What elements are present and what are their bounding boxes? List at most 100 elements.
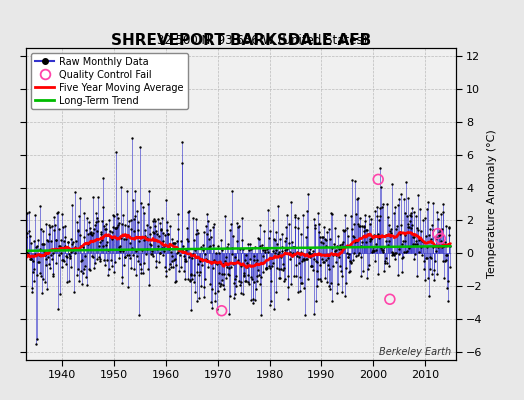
Point [149, 253, 158, 259]
Point [27, 240, 36, 246]
Point [62, 253, 71, 259]
Point [275, 274, 283, 281]
Point [228, 188, 237, 194]
Point [163, 227, 171, 233]
Point [141, 251, 150, 257]
Point [42, 221, 51, 227]
Point [124, 284, 132, 290]
Point [106, 257, 115, 264]
Point [421, 214, 429, 221]
Point [286, 256, 294, 263]
Point [299, 285, 308, 291]
Point [289, 250, 298, 256]
Point [165, 246, 173, 252]
Point [409, 234, 417, 240]
Point [304, 276, 312, 282]
Point [132, 248, 140, 254]
Point [25, 209, 33, 215]
Point [213, 306, 221, 312]
Point [78, 257, 86, 263]
Point [269, 260, 278, 266]
Point [204, 264, 212, 270]
Point [376, 165, 384, 171]
Point [158, 215, 166, 222]
Point [223, 263, 231, 270]
Point [157, 226, 166, 233]
Point [342, 280, 350, 286]
Point [354, 195, 362, 202]
Point [325, 266, 333, 273]
Point [200, 229, 209, 235]
Point [265, 262, 274, 269]
Point [271, 237, 279, 244]
Point [130, 216, 139, 222]
Point [438, 209, 446, 215]
Point [380, 244, 388, 250]
Point [63, 279, 71, 285]
Point [196, 269, 205, 275]
Point [346, 259, 355, 266]
Point [402, 248, 411, 254]
Point [374, 176, 383, 182]
Point [116, 248, 124, 254]
Point [82, 226, 90, 233]
Point [242, 252, 250, 258]
Point [370, 232, 378, 238]
Point [376, 204, 385, 211]
Point [114, 244, 123, 250]
Point [324, 226, 333, 232]
Point [255, 272, 263, 278]
Point [443, 285, 451, 292]
Point [144, 200, 152, 207]
Point [413, 273, 421, 280]
Point [411, 251, 419, 257]
Point [299, 212, 307, 218]
Point [433, 244, 442, 250]
Point [57, 250, 65, 256]
Point [73, 219, 81, 225]
Point [329, 252, 337, 259]
Point [370, 208, 379, 214]
Point [36, 202, 44, 209]
Point [438, 244, 446, 250]
Point [201, 223, 210, 229]
Point [101, 226, 110, 232]
Point [407, 212, 415, 219]
Point [85, 267, 94, 274]
Point [314, 228, 323, 235]
Point [130, 266, 138, 272]
Point [250, 252, 258, 259]
Point [77, 268, 85, 274]
Point [224, 270, 232, 277]
Point [289, 244, 297, 250]
Point [416, 206, 424, 212]
Point [168, 258, 177, 264]
Point [43, 238, 52, 244]
Point [192, 216, 200, 222]
Point [380, 268, 388, 274]
Point [115, 220, 123, 226]
Point [321, 236, 330, 243]
Point [39, 241, 47, 247]
Point [163, 231, 172, 237]
Point [323, 254, 332, 261]
Point [153, 246, 161, 252]
Point [333, 281, 342, 288]
Point [223, 244, 232, 250]
Point [241, 278, 249, 284]
Point [43, 237, 51, 244]
Point [69, 239, 77, 246]
Point [192, 269, 201, 276]
Point [294, 215, 302, 221]
Point [197, 283, 205, 289]
Point [333, 289, 342, 296]
Point [366, 221, 374, 228]
Point [170, 257, 178, 263]
Point [35, 252, 43, 258]
Point [167, 248, 175, 255]
Point [267, 278, 275, 284]
Point [396, 229, 405, 236]
Point [137, 270, 146, 276]
Point [402, 249, 410, 256]
Point [296, 273, 304, 280]
